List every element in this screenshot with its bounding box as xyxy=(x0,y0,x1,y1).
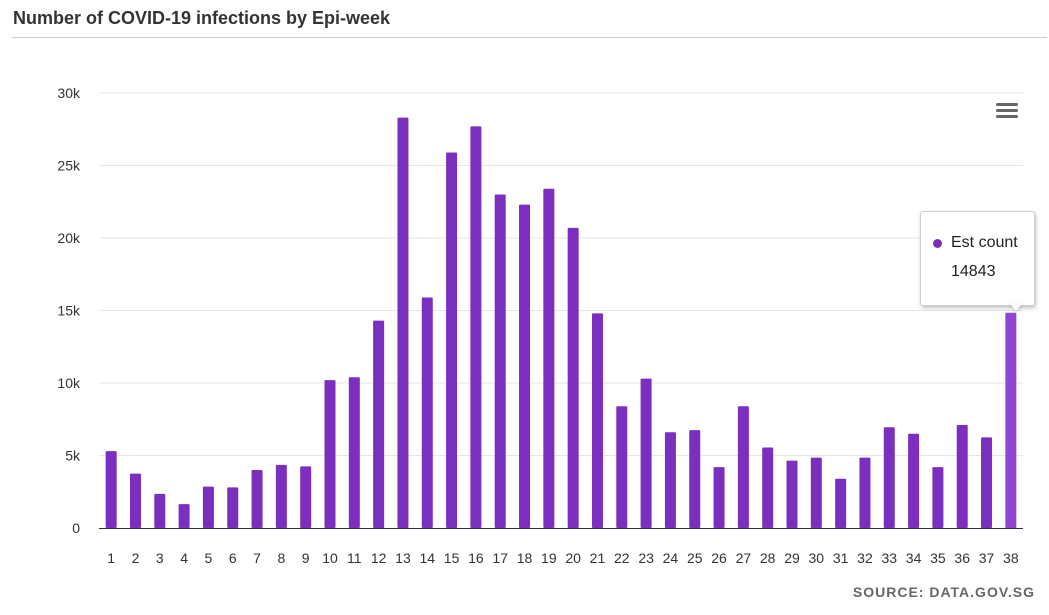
bars xyxy=(105,117,1017,529)
bar-week-17[interactable] xyxy=(494,194,506,529)
x-tick-label: 33 xyxy=(881,550,897,566)
bar-week-31[interactable] xyxy=(835,478,847,528)
x-tick-label: 1 xyxy=(107,550,115,566)
bar-week-3[interactable] xyxy=(154,493,166,528)
tooltip-value: 14843 xyxy=(951,263,996,280)
y-tick-label: 10k xyxy=(57,375,81,391)
x-tick-label: 13 xyxy=(395,550,411,566)
x-tick-label: 32 xyxy=(857,550,873,566)
title-divider xyxy=(12,37,1047,38)
chart-menu-button[interactable] xyxy=(992,98,1022,124)
tooltip-pointer xyxy=(1009,303,1023,311)
bar-week-15[interactable] xyxy=(446,152,458,528)
x-tick-label: 35 xyxy=(930,550,946,566)
x-tick-label: 37 xyxy=(979,550,995,566)
y-tick-label: 30k xyxy=(57,85,81,101)
x-tick-label: 16 xyxy=(468,550,484,566)
x-axis-ticks: 1 2 3 4 5 6 7 8 9 10 11 12 13 14 15 16 17 18 19 20 21 22 23 24 2… xyxy=(107,550,1019,566)
x-tick-label: 23 xyxy=(638,550,654,566)
x-tick-label: 12 xyxy=(371,550,387,566)
y-axis-ticks: 0 5k 10k 15k 20k 25k 30k xyxy=(57,85,81,536)
bar-week-30[interactable] xyxy=(810,457,822,528)
bar-week-22[interactable] xyxy=(616,406,628,528)
x-tick-label: 14 xyxy=(419,550,435,566)
y-tick-label: 20k xyxy=(57,230,81,246)
x-tick-label: 6 xyxy=(229,550,237,566)
bar-week-18[interactable] xyxy=(519,204,531,528)
bar-week-27[interactable] xyxy=(737,406,749,528)
x-tick-label: 18 xyxy=(517,550,533,566)
bar-week-36[interactable] xyxy=(956,425,968,528)
tooltip-series-label: Est count xyxy=(951,234,1018,251)
source-credit: SOURCE: DATA.GOV.SG xyxy=(852,584,1035,600)
x-tick-label: 4 xyxy=(180,550,188,566)
bar-week-8[interactable] xyxy=(275,464,287,528)
bar-week-35[interactable] xyxy=(932,467,944,528)
x-tick-label: 3 xyxy=(156,550,164,566)
bar-week-34[interactable] xyxy=(908,433,920,528)
x-tick-label: 22 xyxy=(614,550,630,566)
bar-week-25[interactable] xyxy=(689,430,701,528)
y-tick-label: 5k xyxy=(65,448,81,464)
x-tick-label: 5 xyxy=(205,550,213,566)
bar-week-19[interactable] xyxy=(543,188,555,528)
bar-week-28[interactable] xyxy=(762,447,774,528)
x-tick-label: 30 xyxy=(809,550,825,566)
bar-week-26[interactable] xyxy=(713,467,725,528)
x-tick-label: 25 xyxy=(687,550,703,566)
bar-week-9[interactable] xyxy=(300,466,312,528)
x-tick-label: 10 xyxy=(322,550,338,566)
bar-week-33[interactable] xyxy=(883,427,895,528)
x-tick-label: 24 xyxy=(663,550,679,566)
x-tick-label: 38 xyxy=(1003,550,1019,566)
x-tick-label: 9 xyxy=(302,550,310,566)
y-tick-label: 25k xyxy=(57,158,81,174)
bar-week-10[interactable] xyxy=(324,380,336,528)
x-tick-label: 11 xyxy=(347,550,362,566)
x-tick-label: 7 xyxy=(253,550,261,566)
x-tick-label: 17 xyxy=(492,550,508,566)
x-tick-label: 8 xyxy=(277,550,285,566)
bar-week-20[interactable] xyxy=(567,227,579,528)
x-tick-label: 27 xyxy=(736,550,752,566)
x-tick-label: 29 xyxy=(784,550,800,566)
bar-week-21[interactable] xyxy=(591,313,603,528)
bar-week-24[interactable] xyxy=(664,432,676,528)
bar-week-5[interactable] xyxy=(202,486,214,528)
bar-week-29[interactable] xyxy=(786,460,798,528)
x-tick-label: 20 xyxy=(565,550,581,566)
bar-week-38[interactable] xyxy=(1005,312,1017,528)
y-tick-label: 15k xyxy=(57,303,81,319)
chart-title: Number of COVID-19 infections by Epi-wee… xyxy=(13,8,391,28)
x-tick-label: 21 xyxy=(590,550,606,566)
bar-week-6[interactable] xyxy=(227,487,239,528)
bar-week-4[interactable] xyxy=(178,504,190,528)
x-tick-label: 19 xyxy=(541,550,557,566)
x-tick-label: 2 xyxy=(132,550,140,566)
x-tick-label: 15 xyxy=(444,550,460,566)
bar-week-12[interactable] xyxy=(373,320,385,528)
bar-week-32[interactable] xyxy=(859,457,871,528)
bar-week-13[interactable] xyxy=(397,117,409,529)
bar-week-2[interactable] xyxy=(129,473,141,528)
bar-week-23[interactable] xyxy=(640,378,652,528)
x-tick-label: 31 xyxy=(833,550,849,566)
bar-week-14[interactable] xyxy=(421,297,433,528)
bar-week-16[interactable] xyxy=(470,126,482,528)
x-tick-label: 26 xyxy=(711,550,727,566)
bar-week-7[interactable] xyxy=(251,470,263,528)
x-tick-label: 34 xyxy=(906,550,922,566)
bar-tooltip: Est count 14843 xyxy=(920,211,1035,306)
x-tick-label: 36 xyxy=(954,550,970,566)
bar-week-1[interactable] xyxy=(105,451,117,528)
y-tick-label: 0 xyxy=(72,520,80,536)
bar-week-37[interactable] xyxy=(981,437,993,528)
bar-week-11[interactable] xyxy=(348,377,360,528)
gridlines xyxy=(99,92,1023,456)
x-tick-label: 28 xyxy=(760,550,776,566)
series-color-dot xyxy=(933,239,942,248)
